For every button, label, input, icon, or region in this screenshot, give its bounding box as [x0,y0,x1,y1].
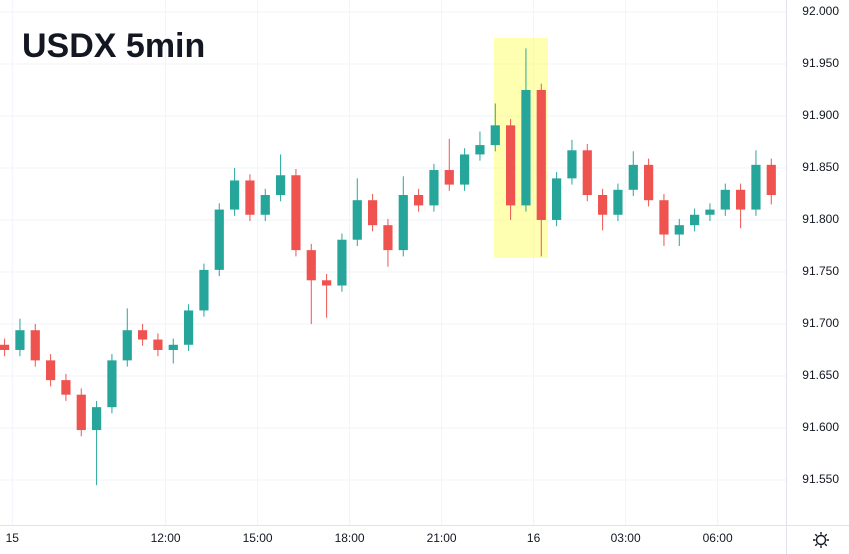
candle-body [214,209,224,270]
candle-body [168,344,178,350]
candle-body [628,164,638,190]
candle-body [536,89,546,220]
candle-body [475,145,485,155]
candle-body [460,154,470,185]
candle-body [521,89,531,206]
candle-body [659,200,669,235]
candle-body [322,280,332,286]
candle-body [184,310,194,345]
x-tick-label: 15 [6,531,20,545]
x-tick-label: 15:00 [243,531,273,545]
x-tick-label: 21:00 [427,531,457,545]
candle-body [0,344,10,350]
candle-body [291,175,301,251]
candle-body [690,214,700,226]
y-tick-label: 91.550 [802,472,839,486]
y-tick-label: 91.600 [802,420,839,434]
candle-body [720,189,730,210]
candle-body [398,195,408,251]
candle-body [122,330,132,361]
candle-body [230,180,240,210]
chart-title: USDX 5min [22,27,205,65]
candle-body [736,189,746,210]
y-tick-label: 91.950 [802,56,839,70]
candle-body [368,200,378,226]
candle-body [582,150,592,196]
candle-body [76,394,86,431]
candle-body [153,339,163,350]
candle-body [766,164,776,196]
y-tick-label: 91.650 [802,368,839,382]
candle-body [751,164,761,210]
candle-body [644,164,654,201]
candle-body [444,170,454,185]
candle-body [260,195,270,215]
candle-body [245,180,255,215]
candle-body [46,360,56,381]
candle-body [506,125,516,206]
candle-body [107,360,117,408]
candle-body [92,407,102,431]
candle-body [705,209,715,215]
candle-body [674,225,684,235]
y-tick-label: 91.800 [802,212,839,226]
y-tick-label: 91.700 [802,316,839,330]
candle-body [552,178,562,220]
candle-body [306,250,316,281]
candle-body [383,225,393,251]
candle-body [352,200,362,240]
candle-body [30,330,40,361]
candle-body [337,239,347,286]
y-tick-label: 92.000 [802,4,839,18]
candle-body [429,170,439,206]
y-tick-label: 91.900 [802,108,839,122]
x-tick-label: 12:00 [151,531,181,545]
candle-body [276,175,286,196]
candle-body [567,150,577,179]
x-tick-label: 03:00 [611,531,641,545]
candle-body [199,269,209,311]
candle-body [490,125,500,146]
grid [0,0,786,525]
candle-body [414,195,424,206]
candle-body [15,330,25,350]
y-tick-label: 91.850 [802,160,839,174]
candle-body [138,330,148,340]
x-tick-label: 16 [527,531,541,545]
settings-icon[interactable] [813,532,829,548]
y-tick-label: 91.750 [802,264,839,278]
candles [0,48,776,486]
candle-body [61,380,71,395]
x-tick-label: 18:00 [335,531,365,545]
candle-body [613,189,623,215]
x-tick-label: 06:00 [703,531,733,545]
candle-body [598,195,608,215]
